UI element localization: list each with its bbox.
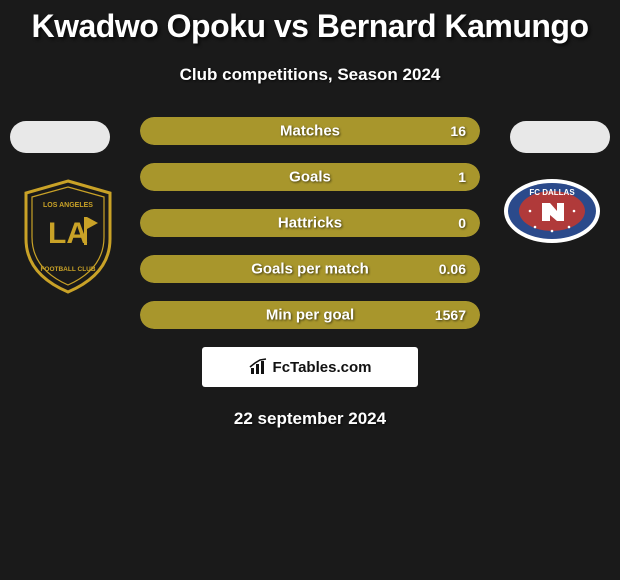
stat-value: 16 bbox=[450, 123, 466, 139]
club-badge-left: LOS ANGELES LA FOOTBALL CLUB bbox=[18, 179, 118, 294]
lafc-shield-icon: LOS ANGELES LA FOOTBALL CLUB bbox=[18, 179, 118, 294]
date-text: 22 september 2024 bbox=[0, 409, 620, 429]
club-monogram: LA bbox=[48, 217, 88, 250]
club-text-top: LOS ANGELES bbox=[43, 202, 93, 209]
player-avatar-right bbox=[510, 121, 610, 153]
stat-bar: Matches 16 bbox=[140, 117, 480, 145]
stat-label: Goals per match bbox=[251, 261, 369, 278]
fcdallas-badge-icon: FC DALLAS bbox=[502, 177, 602, 245]
player-avatar-left bbox=[10, 121, 110, 153]
stat-bar: Goals per match 0.06 bbox=[140, 255, 480, 283]
page-title: Kwadwo Opoku vs Bernard Kamungo bbox=[0, 0, 620, 45]
club-badge-right: FC DALLAS bbox=[502, 177, 602, 245]
chart-icon bbox=[249, 358, 269, 376]
stat-bar: Goals 1 bbox=[140, 163, 480, 191]
stats-bars: Matches 16 Goals 1 Hattricks 0 Goals per… bbox=[140, 117, 480, 329]
stat-label: Hattricks bbox=[278, 215, 342, 232]
stat-label: Matches bbox=[280, 123, 340, 140]
stat-value: 1 bbox=[458, 169, 466, 185]
subtitle: Club competitions, Season 2024 bbox=[0, 65, 620, 85]
club-text-bottom: FOOTBALL CLUB bbox=[40, 266, 95, 273]
brand-text: FcTables.com bbox=[273, 359, 372, 376]
club-right-text: FC DALLAS bbox=[529, 188, 575, 197]
brand-box[interactable]: FcTables.com bbox=[202, 347, 418, 387]
stat-value: 1567 bbox=[435, 307, 466, 323]
stat-value: 0.06 bbox=[439, 261, 466, 277]
stat-label: Min per goal bbox=[266, 307, 354, 324]
stat-value: 0 bbox=[458, 215, 466, 231]
stat-bar: Min per goal 1567 bbox=[140, 301, 480, 329]
comparison-panel: LOS ANGELES LA FOOTBALL CLUB FC DALLAS M… bbox=[0, 117, 620, 429]
stat-bar: Hattricks 0 bbox=[140, 209, 480, 237]
stat-label: Goals bbox=[289, 169, 331, 186]
